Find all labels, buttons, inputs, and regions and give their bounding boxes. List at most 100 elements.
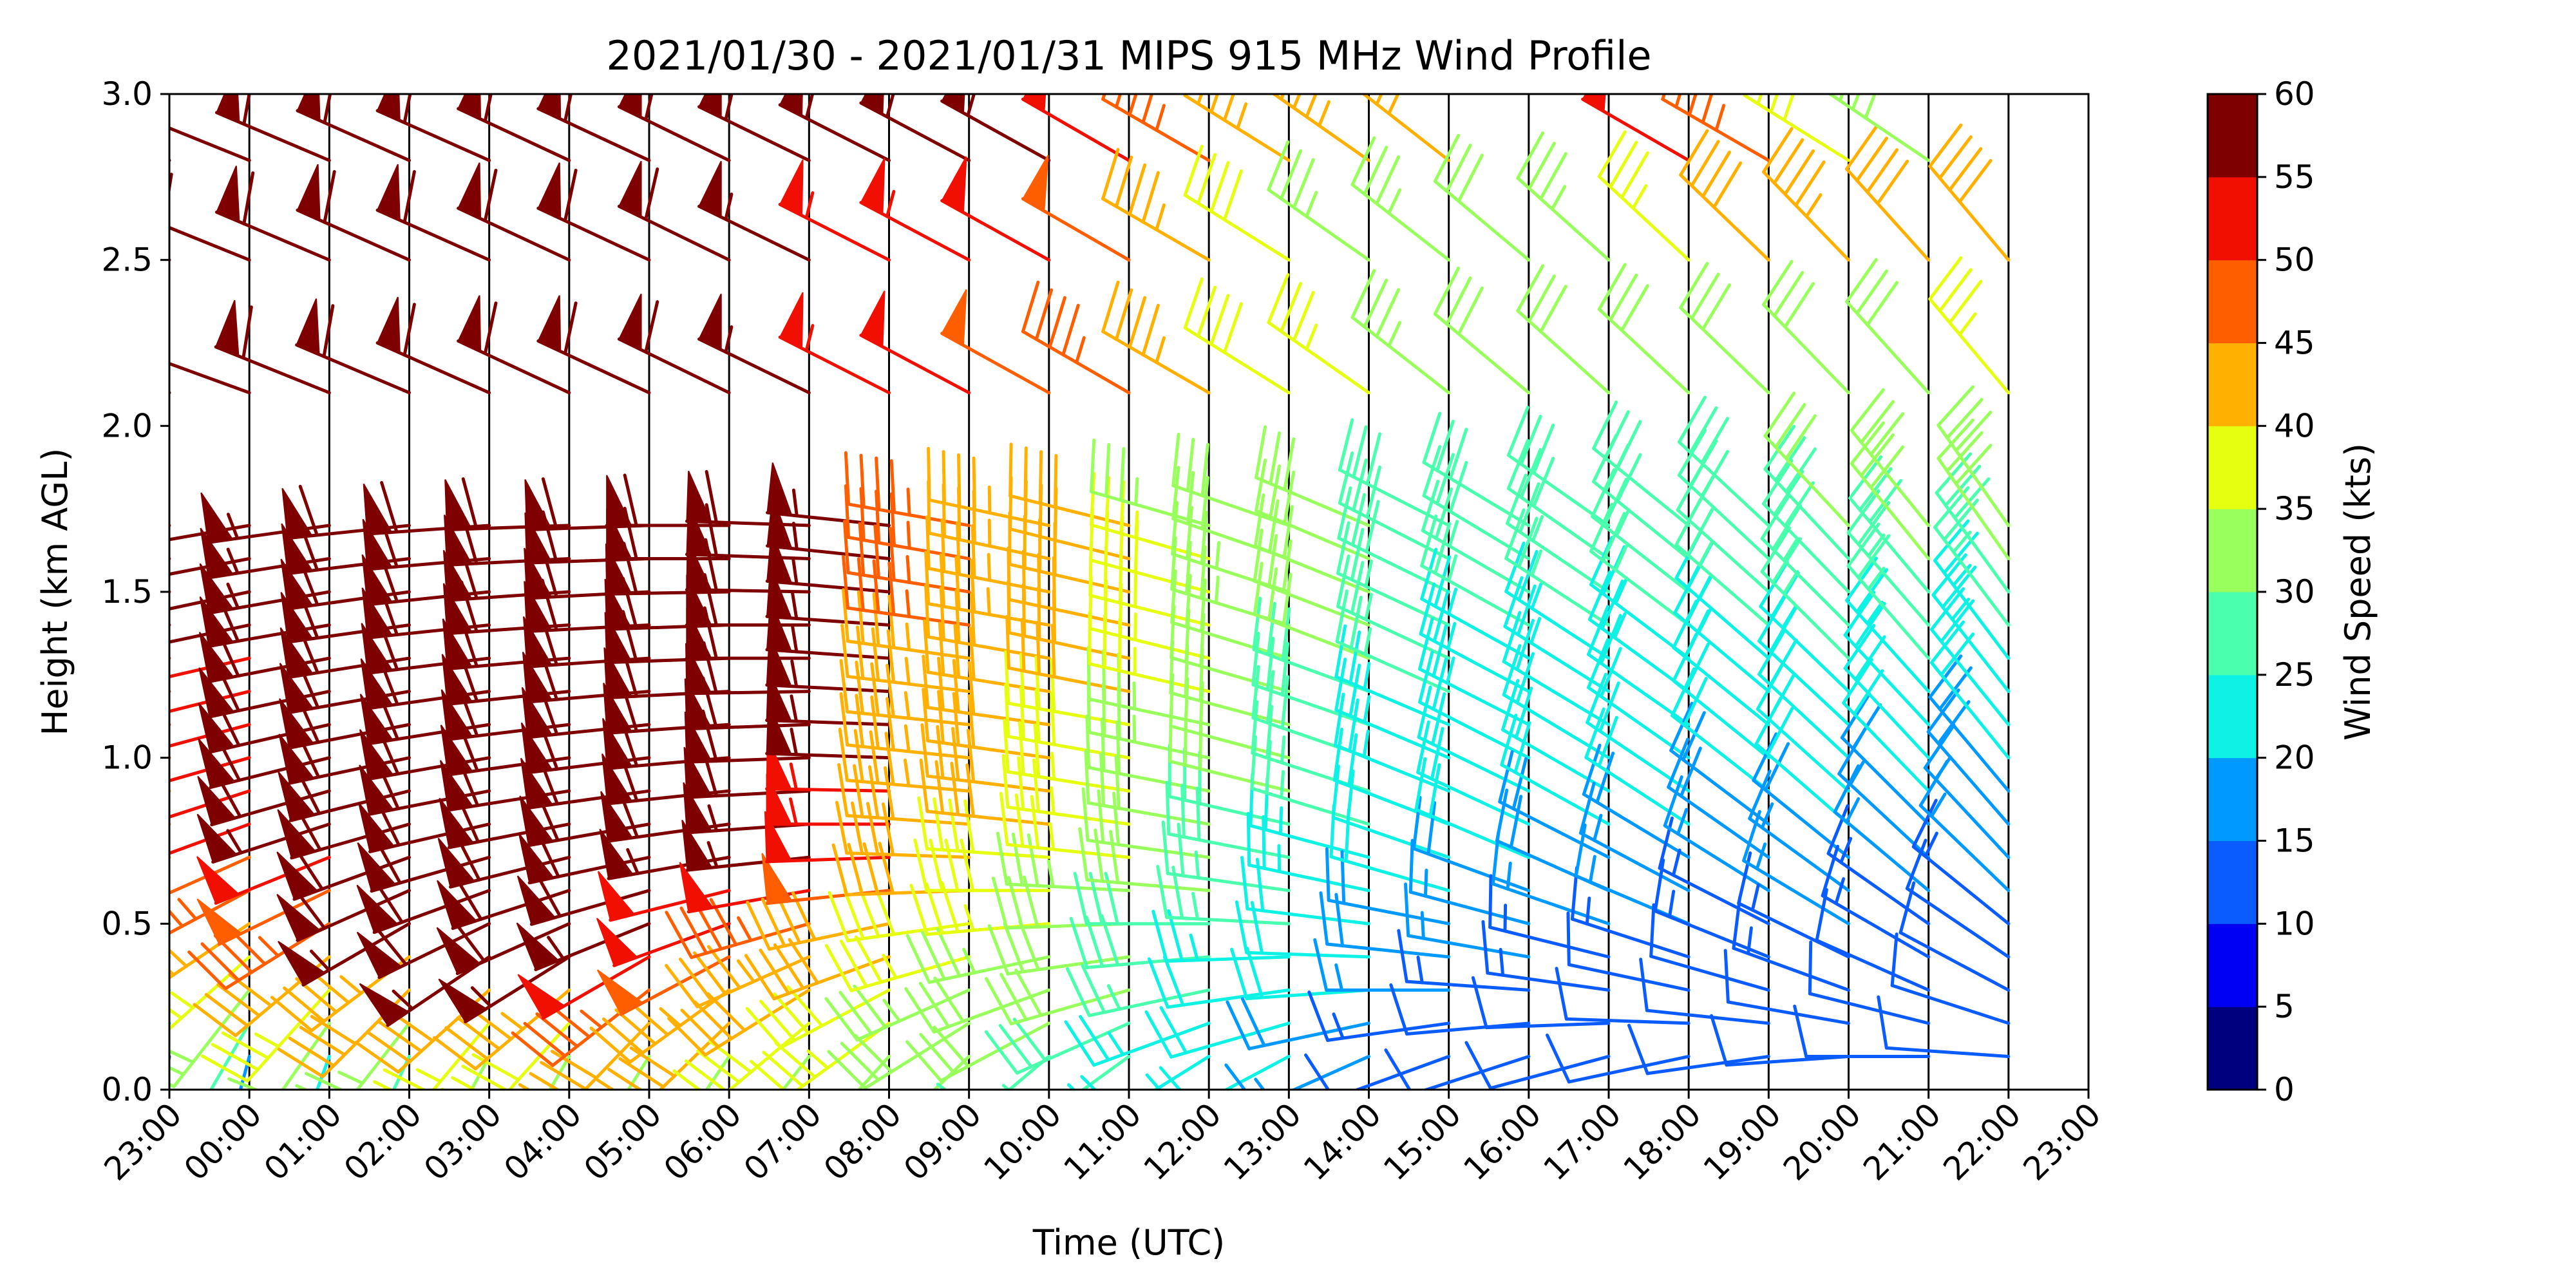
colorbar-tick-label: 5 <box>2274 988 2295 1025</box>
wind-barb <box>1929 587 2011 726</box>
wind-barb <box>1148 955 1291 1009</box>
wind-barb <box>517 955 651 1020</box>
wind-barb <box>940 94 1051 162</box>
wind-barb <box>1762 260 1850 395</box>
wind-barb <box>1584 707 1690 826</box>
wind-barb <box>1161 820 1291 893</box>
wind-barb <box>923 619 1051 694</box>
wind-barb <box>1419 582 1531 694</box>
wind-barb <box>1267 273 1370 395</box>
y-tick-label: 2.5 <box>101 242 153 279</box>
wind-barb <box>840 623 971 694</box>
wind-barb <box>1009 442 1131 527</box>
wind-barb <box>922 654 1051 726</box>
wind-barb <box>169 524 251 542</box>
wind-barb <box>1488 874 1611 959</box>
wind-barb <box>1417 685 1531 793</box>
wind-barb <box>1763 424 1850 560</box>
colorbar-tick-label: 45 <box>2274 325 2315 362</box>
wind-barb <box>1843 623 1931 760</box>
wind-barb <box>1555 967 1690 1025</box>
wind-barb <box>1171 432 1291 527</box>
wind-barb <box>665 945 811 1009</box>
colorbar-tick-label: 50 <box>2274 242 2315 279</box>
wind-barb <box>1742 810 1850 925</box>
wind-barb <box>844 484 971 560</box>
wind-barb <box>905 927 1051 984</box>
wind-barb <box>1597 130 1690 262</box>
wind-barb <box>1827 94 1931 162</box>
wind-barb <box>605 473 731 527</box>
wind-barb <box>1253 493 1370 594</box>
wind-barb <box>781 1054 811 1090</box>
wind-barb <box>1677 395 1770 527</box>
colorbar-segment <box>2208 260 2257 343</box>
wind-barb <box>1336 554 1451 660</box>
wind-barb <box>940 289 1051 395</box>
wind-barb <box>1418 617 1531 726</box>
wind-barb <box>200 988 331 1083</box>
wind-barb <box>516 922 651 972</box>
wind-barb <box>596 955 731 1016</box>
wind-barb <box>457 94 571 162</box>
wind-barb <box>1253 528 1370 627</box>
wind-barb <box>1251 665 1370 760</box>
wind-barb <box>1658 816 1770 925</box>
wind-barb <box>1581 94 1690 162</box>
wind-barb <box>778 94 891 162</box>
wind-barb <box>227 1021 331 1090</box>
wind-barb <box>838 727 971 793</box>
wind-barb <box>905 1021 1051 1083</box>
wind-barb <box>932 1054 971 1090</box>
wind-barb <box>169 308 251 395</box>
wind-barb <box>844 451 971 527</box>
wind-barb <box>1500 714 1611 826</box>
wind-barb <box>375 296 491 395</box>
wind-barb <box>214 299 331 395</box>
wind-barb <box>1762 127 1850 262</box>
wind-barb <box>278 922 411 987</box>
wind-barb <box>824 984 971 1042</box>
wind-barb <box>1384 1048 1531 1090</box>
wind-barb <box>1679 261 1770 395</box>
wind-barb <box>859 158 971 262</box>
wind-barb <box>778 292 891 395</box>
wind-barb <box>1078 827 1211 893</box>
colorbar-segment <box>2208 343 2257 426</box>
wind-barbs <box>169 94 2011 1090</box>
wind-barb <box>1846 522 1931 660</box>
wind-barb <box>596 1021 731 1090</box>
colorbar-segment <box>2208 94 2257 178</box>
colorbar-segment <box>2208 1007 2257 1090</box>
wind-barb <box>1597 263 1690 395</box>
wind-barb <box>238 1054 251 1090</box>
wind-barb <box>665 898 811 960</box>
wind-barb <box>679 862 811 914</box>
colorbar-label: Wind Speed (kts) <box>2338 443 2378 741</box>
wind-barb <box>536 94 651 162</box>
wind-barb <box>859 94 971 162</box>
wind-barb <box>169 855 251 895</box>
wind-barb <box>1589 502 1690 627</box>
wind-barb <box>1414 757 1531 859</box>
wind-barb <box>1845 258 1931 395</box>
wind-barb <box>922 687 1051 760</box>
colorbar-segment <box>2208 674 2257 759</box>
colorbar-tick-label: 60 <box>2274 75 2315 113</box>
y-tick-label: 0.5 <box>101 905 153 942</box>
wind-barb <box>917 796 1051 859</box>
wind-barb <box>697 293 811 395</box>
wind-barb <box>1271 94 1370 162</box>
wind-barb <box>1267 140 1370 262</box>
wind-barb <box>987 920 1131 976</box>
wind-barb <box>1336 521 1451 627</box>
wind-barb <box>1003 719 1131 793</box>
wind-barb <box>824 935 971 992</box>
wind-barb <box>1433 133 1531 262</box>
wind-barb <box>1183 277 1291 395</box>
wind-barb <box>169 94 251 162</box>
wind-barb <box>1004 650 1131 726</box>
colorbar-segment <box>2208 592 2257 676</box>
wind-barb <box>1251 632 1370 726</box>
